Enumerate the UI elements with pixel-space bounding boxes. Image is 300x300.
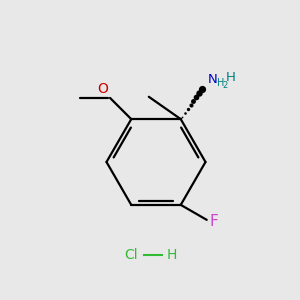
Text: 2: 2 bbox=[222, 81, 227, 90]
Text: H: H bbox=[226, 71, 236, 84]
Text: Cl: Cl bbox=[124, 248, 138, 262]
Text: N: N bbox=[208, 73, 218, 86]
Text: H: H bbox=[217, 78, 225, 88]
Text: H: H bbox=[167, 248, 177, 262]
Text: F: F bbox=[210, 214, 218, 229]
Text: O: O bbox=[98, 82, 109, 96]
